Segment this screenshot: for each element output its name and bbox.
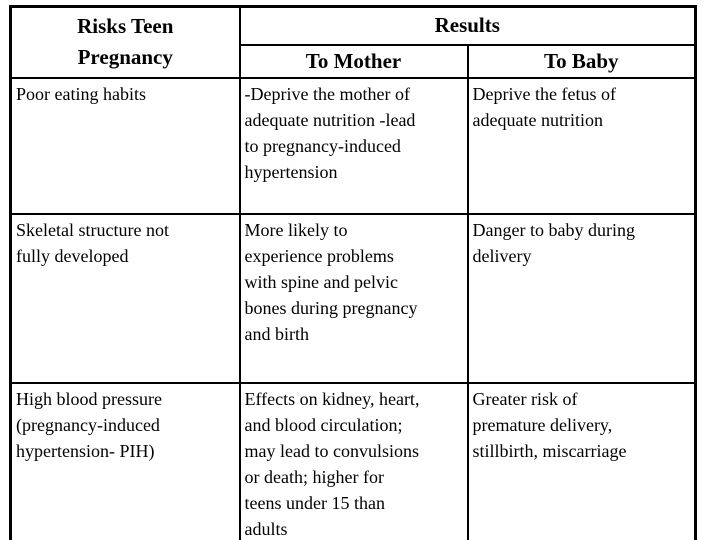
cell-risk-skeletal-structure: Skeletal structure not fully developed [9,212,241,384]
cell-risk-high-blood-pressure: High blood pressure (pregnancy-induced h… [9,381,241,540]
header-row-subcolumns: To Mother To Baby [11,43,697,79]
header-cell-to-mother: To Mother [238,43,469,79]
cell-to-mother-row2: More likely to experience problems with … [238,212,469,384]
cell-risk-poor-eating-habits: Poor eating habits [9,76,241,215]
risks-results-table: Risks Teen Pregnancy Results To Mother T… [9,5,697,540]
cell-to-mother-row1: -Deprive the mother of adequate nutritio… [238,76,469,215]
header-row-results: Risks Teen Pregnancy Results [9,5,697,79]
cell-to-baby-row1: Deprive the fetus of adequate nutrition [466,76,697,215]
cell-to-baby-row3: Greater risk of premature delivery, stil… [466,381,697,540]
table-row: Skeletal structure not fully developed M… [9,212,697,384]
table-row: Poor eating habits -Deprive the mother o… [9,76,697,215]
header-cell-results: Results [238,5,697,46]
cell-to-baby-row2: Danger to baby during delivery [466,212,697,384]
cell-to-mother-row3: Effects on kidney, heart, and blood circ… [238,381,469,540]
table-row: High blood pressure (pregnancy-induced h… [9,381,697,540]
header-cell-risks-teen-pregnancy: Risks Teen Pregnancy [9,5,241,79]
header-cell-to-baby: To Baby [466,43,697,79]
